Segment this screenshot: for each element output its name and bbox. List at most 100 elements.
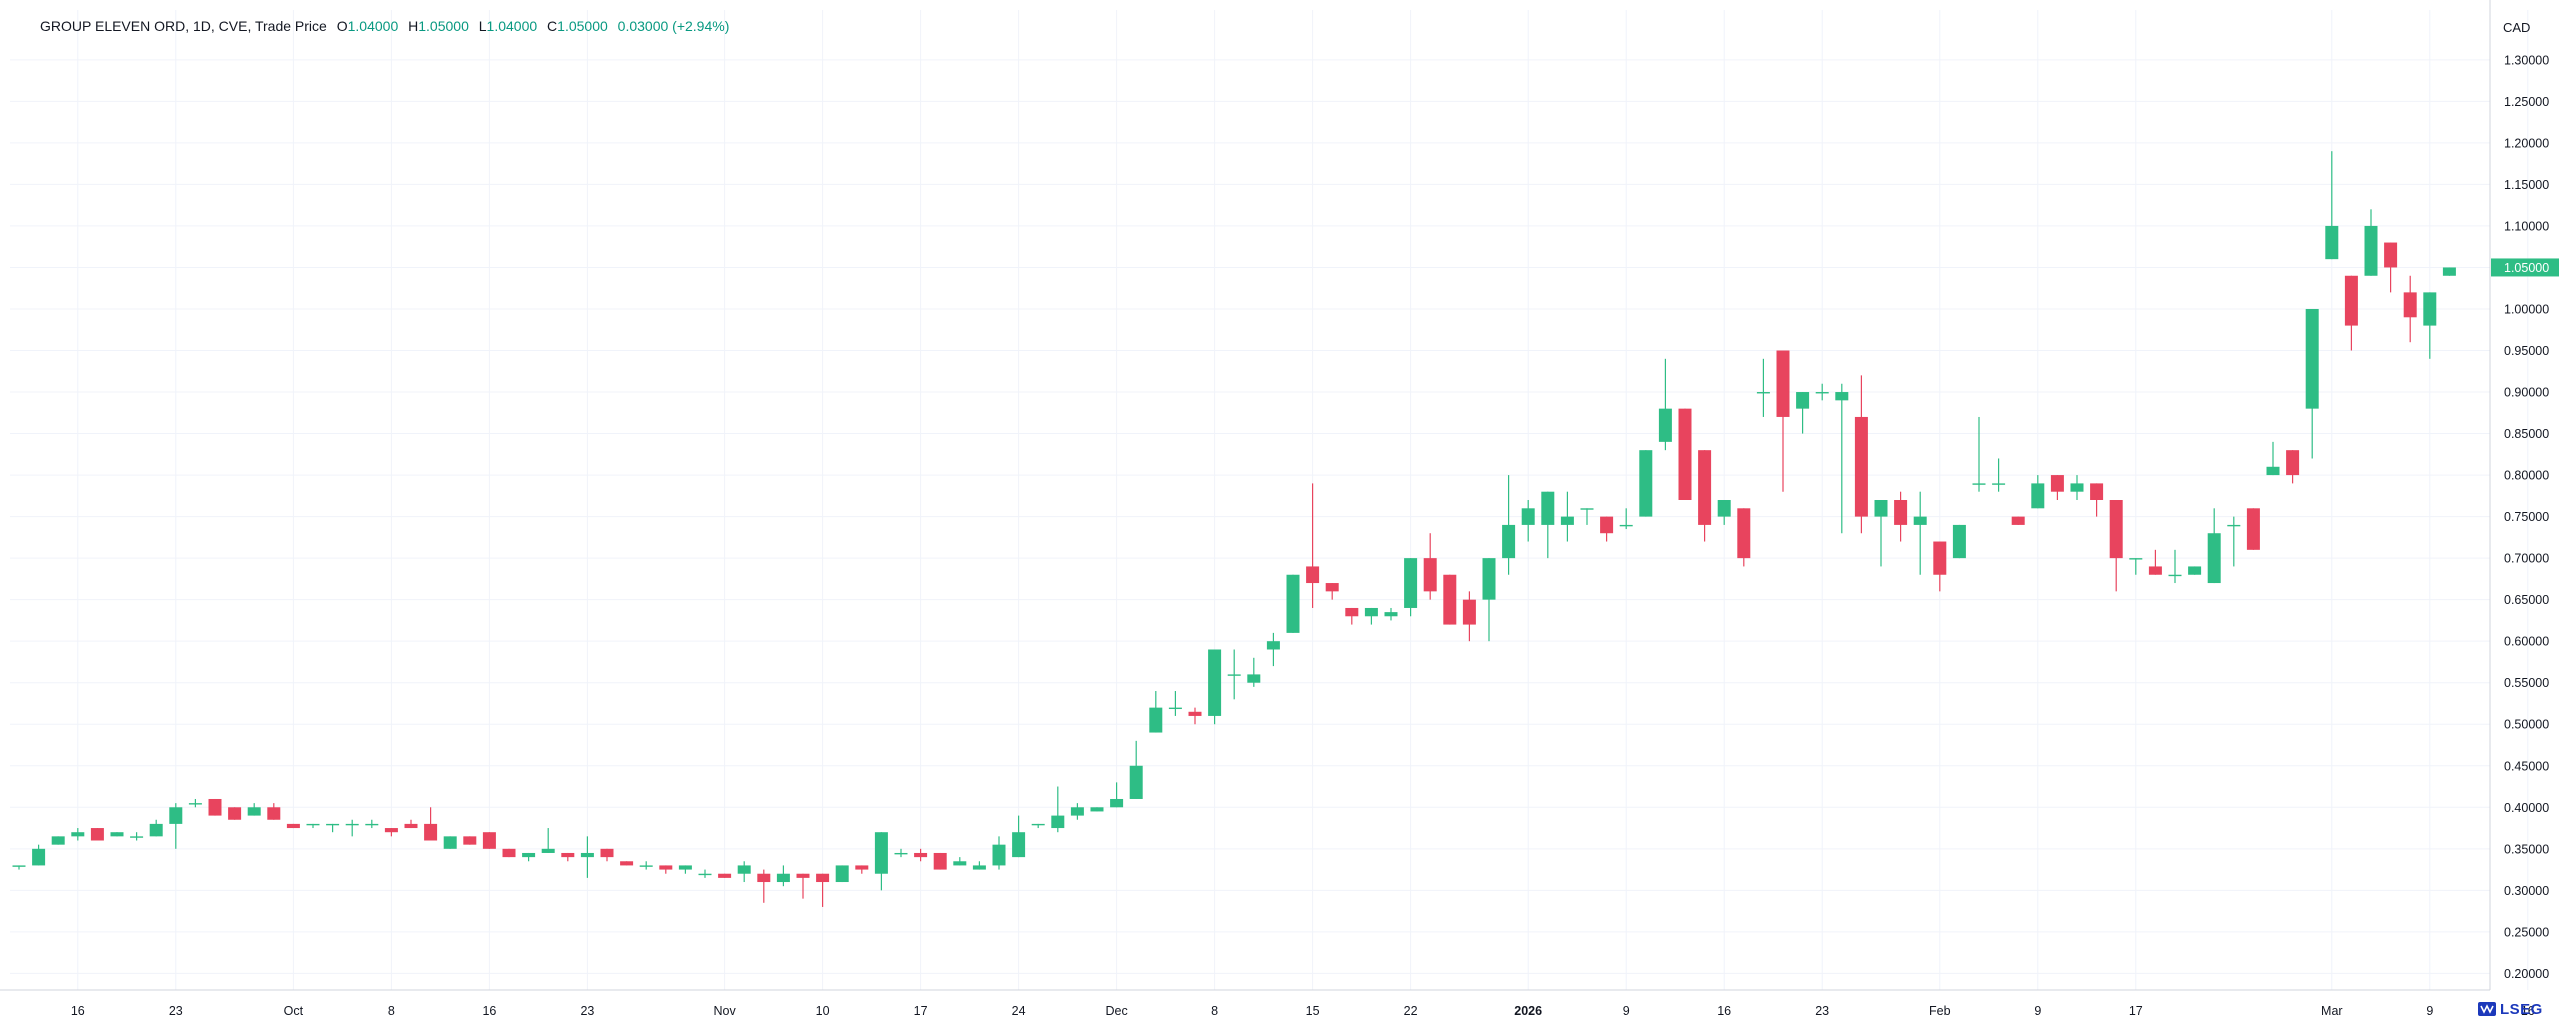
candle-body (2325, 225, 2339, 260)
candle-body (286, 823, 300, 829)
candle-body (1894, 500, 1908, 525)
candle-up (835, 865, 849, 883)
candle-body (737, 865, 751, 874)
candle-up (1992, 458, 2006, 492)
candle-body (2090, 483, 2104, 500)
candle-up (2129, 558, 2143, 575)
candle-up (306, 823, 320, 829)
candle-body (580, 852, 594, 858)
candle-down (1600, 516, 1614, 542)
candle-body (2031, 483, 2045, 509)
candle-up (737, 861, 751, 883)
candle-up (1012, 815, 1026, 858)
candle-body (2305, 308, 2319, 409)
candle-down (384, 828, 398, 837)
candle-up (1266, 632, 1280, 667)
candle-down (424, 807, 438, 841)
x-tick-label: 23 (1815, 1004, 1829, 1018)
candle-body (1737, 508, 1751, 559)
candle-down (757, 869, 771, 903)
candle-body (1051, 815, 1065, 829)
y-tick-label: 0.40000 (2504, 801, 2549, 815)
x-tick-label: 23 (169, 1004, 183, 1018)
x-tick-label: 8 (1211, 1004, 1218, 1018)
candle-body (1560, 516, 1574, 525)
time-axis: 16 23 Oct 8 16 23 Nov 10 17 24 Dec 8 15 22 2026 9 16 23 Fe… (0, 989, 2535, 1018)
high-value: 1.05000 (418, 18, 469, 34)
x-tick-label: 9 (2426, 1004, 2433, 1018)
candle-down (600, 848, 614, 862)
currency-label[interactable]: CAD (2503, 20, 2531, 35)
candle-body (502, 848, 516, 858)
candle-up (1835, 383, 1849, 534)
candle-body (659, 865, 673, 870)
candle-body (1972, 483, 1986, 485)
candle-body (1658, 408, 1672, 442)
candle-up (1521, 500, 1535, 542)
candle-down (816, 873, 830, 907)
candle-up (443, 836, 457, 849)
candle-up (2364, 209, 2378, 276)
price-axis: 0.20000 0.25000 0.30000 0.35000 0.40000 0.450… (2489, 0, 2559, 990)
candle-body (2442, 267, 2456, 276)
change-value: 0.03000 (+2.94%) (617, 18, 730, 34)
y-tick-label: 0.95000 (2504, 344, 2549, 358)
candle-body (1815, 392, 1829, 394)
candle-body (972, 865, 986, 870)
candle-up (1286, 574, 1300, 633)
candle-body (1247, 674, 1261, 683)
y-tick-label: 0.50000 (2504, 718, 2549, 732)
candle-up (1149, 691, 1163, 733)
candle-up (149, 819, 163, 837)
candle-body (2207, 533, 2221, 584)
candle-down (502, 848, 516, 858)
x-tick-label: Oct (284, 1004, 304, 1018)
x-tick-label: 2026 (1514, 1004, 1542, 1018)
candle-body (1619, 524, 1633, 527)
candle-down (1933, 541, 1947, 592)
x-tick-label: 23 (580, 1004, 594, 1018)
candle-body (620, 861, 634, 866)
y-tick-label: 1.15000 (2504, 178, 2549, 192)
candle-body (1913, 516, 1927, 525)
candle-up (2423, 292, 2437, 359)
candle-up (2188, 566, 2202, 575)
candle-body (2246, 508, 2260, 550)
candle-up (1874, 500, 1888, 567)
candle-body (1070, 807, 1084, 816)
candle-body (2227, 524, 2241, 527)
candle-down (659, 865, 673, 874)
candle-down (2011, 516, 2025, 525)
candle-up (639, 861, 653, 870)
y-tick-label: 0.65000 (2504, 593, 2549, 607)
candle-up (522, 852, 536, 862)
candle-body (1188, 711, 1202, 716)
x-tick-label: Dec (1105, 1004, 1127, 1018)
lseg-logo-text: LSEG (2500, 1001, 2543, 1018)
candle-up (1639, 450, 1653, 517)
candle-up (1815, 383, 1829, 401)
candle-up (1227, 649, 1241, 700)
candle-down (2090, 483, 2104, 517)
candle-down (463, 836, 477, 845)
x-tick-label: 15 (1306, 1004, 1320, 1018)
candle-down (1776, 350, 1790, 492)
candle-body (1129, 765, 1143, 799)
y-tick-label: 1.25000 (2504, 95, 2549, 109)
candle-body (1306, 566, 1320, 584)
candle-up (1756, 358, 1770, 417)
low-label: L (478, 18, 487, 34)
lseg-logo[interactable]: LSEG (2478, 1001, 2543, 1018)
candle-body (796, 873, 810, 878)
candle-body (1149, 707, 1163, 733)
candle-up (1796, 392, 1810, 434)
candle-body (561, 852, 575, 858)
candle-body (1286, 574, 1300, 633)
open-label: O (336, 18, 348, 34)
candle-body (12, 865, 26, 867)
y-tick-label: 0.30000 (2504, 884, 2549, 898)
candle-up (1913, 491, 1927, 575)
candle-down (933, 852, 947, 870)
candle-body (384, 828, 398, 833)
